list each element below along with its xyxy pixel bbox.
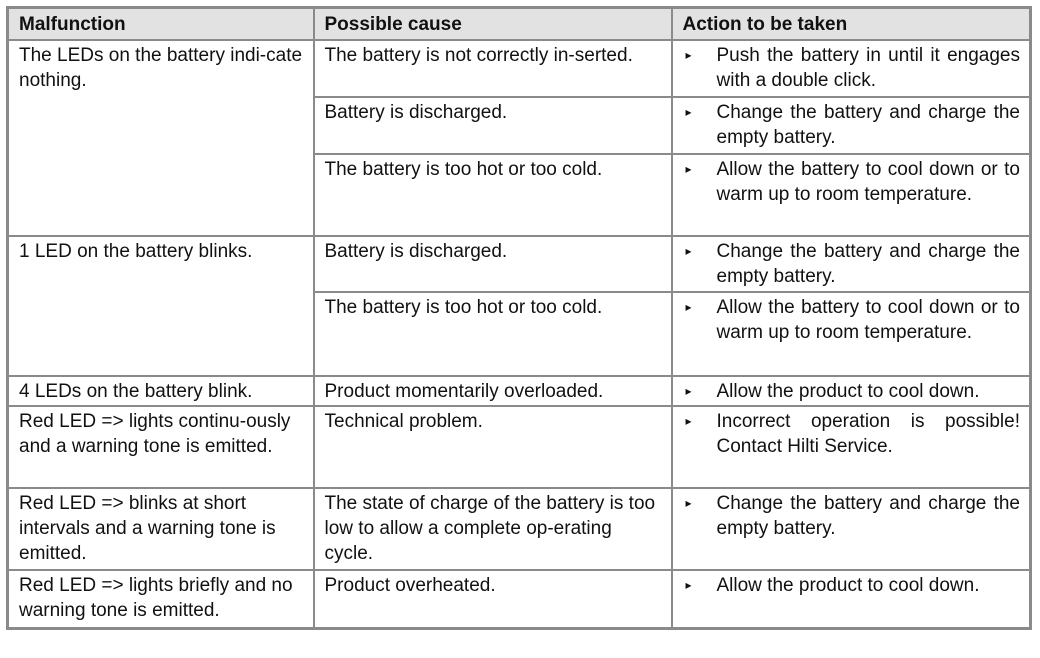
troubleshooting-table: Malfunction Possible cause Action to be … [6, 6, 1032, 630]
bullet-icon: ▸ [685, 578, 692, 592]
malfunction-cell: Red LED => lights continu-​ously and a w… [6, 405, 315, 489]
action-text: Push the battery in until it engages wit… [716, 45, 1021, 91]
table-row: Red LED => lights continu-​ously and a w… [6, 405, 1032, 489]
action-cell: ▸ Allow the battery to cool down or to wa… [670, 291, 1032, 377]
table-row: The LEDs on the battery indi-​cate nothi… [6, 39, 1032, 237]
cause-cell: The state of charge of the battery is to… [312, 487, 673, 571]
action-cell: ▸ Incorrect operation is possible! Contac… [670, 405, 1032, 489]
action-cell: ▸ Push the battery in until it engages wi… [670, 39, 1032, 98]
malfunction-cell: 4 LEDs on the battery blink. [6, 375, 315, 407]
header-row: Malfunction Possible cause Action to be … [6, 6, 1032, 41]
bullet-icon: ▸ [685, 162, 692, 176]
table-row: 4 LEDs on the battery blink. Product mome… [6, 375, 1032, 407]
header-action: Action to be taken [670, 6, 1032, 41]
action-text: Change the battery and charge the empty … [716, 102, 1021, 148]
action-cell: ▸ Change the battery and charge the empty… [670, 96, 1032, 155]
action-text: Change the battery and charge the empty … [716, 493, 1021, 539]
header-cause: Possible cause [312, 6, 673, 41]
action-text: Allow the product to cool down. [716, 575, 980, 596]
table-row: Red LED => blinks at short intervals and… [6, 487, 1032, 571]
malfunction-cell: 1 LED on the battery blinks. [6, 235, 315, 377]
bullet-icon: ▸ [685, 105, 692, 119]
action-text: Incorrect operation is possible! Contact… [716, 411, 1021, 457]
bullet-icon: ▸ [685, 496, 692, 510]
action-text: Allow the battery to cool down or to war… [716, 297, 1021, 343]
bullet-icon: ▸ [685, 384, 692, 398]
malfunction-cell: Red LED => blinks at short intervals and… [6, 487, 315, 571]
table-row: Battery is discharged. ▸ Change the batter… [8, 96, 1032, 155]
action-cell: ▸ Change the battery and charge the empty… [670, 487, 1032, 571]
bullet-icon: ▸ [685, 300, 692, 314]
cause-cell: Product momentarily overloaded. [312, 375, 673, 407]
table-row: Red LED => lights briefly and no warning… [6, 569, 1032, 629]
cause-cell: Battery is discharged. [312, 235, 673, 293]
table-row: 1 LED on the battery blinks. Battery is d… [6, 235, 1032, 377]
malfunction-cell: The LEDs on the battery indi-​cate nothi… [6, 39, 315, 237]
action-text: Allow the battery to cool down or to war… [716, 159, 1021, 205]
bullet-icon: ▸ [685, 48, 692, 62]
cause-cell: The battery is too hot or too cold. [312, 291, 673, 377]
malfunction-cell: Red LED => lights briefly and no warning… [6, 569, 315, 629]
action-text: Allow the product to cool down. [716, 381, 980, 402]
action-cell: ▸ Allow the product to cool down. [670, 569, 1032, 629]
action-text: Change the battery and charge the empty … [716, 241, 1021, 287]
table-row: The battery is too hot or too cold. ▸ Allo… [8, 153, 1032, 237]
table-row: The battery is too hot or too cold. ▸ Allo… [8, 291, 1032, 377]
action-cell: ▸ Allow the product to cool down. [670, 375, 1032, 407]
cause-cell: Technical problem. [312, 405, 673, 489]
header-malfunction: Malfunction [6, 6, 315, 41]
action-cell: ▸ Allow the battery to cool down or to wa… [670, 153, 1032, 237]
action-cell: ▸ Change the battery and charge the empty… [670, 235, 1032, 293]
bullet-icon: ▸ [685, 244, 692, 258]
cause-cell: Battery is discharged. [312, 96, 673, 155]
bullet-icon: ▸ [685, 414, 692, 428]
cause-cell: The battery is too hot or too cold. [312, 153, 673, 237]
cause-cell: Product overheated. [312, 569, 673, 629]
cause-cell: The battery is not correctly in-​serted. [312, 39, 673, 98]
